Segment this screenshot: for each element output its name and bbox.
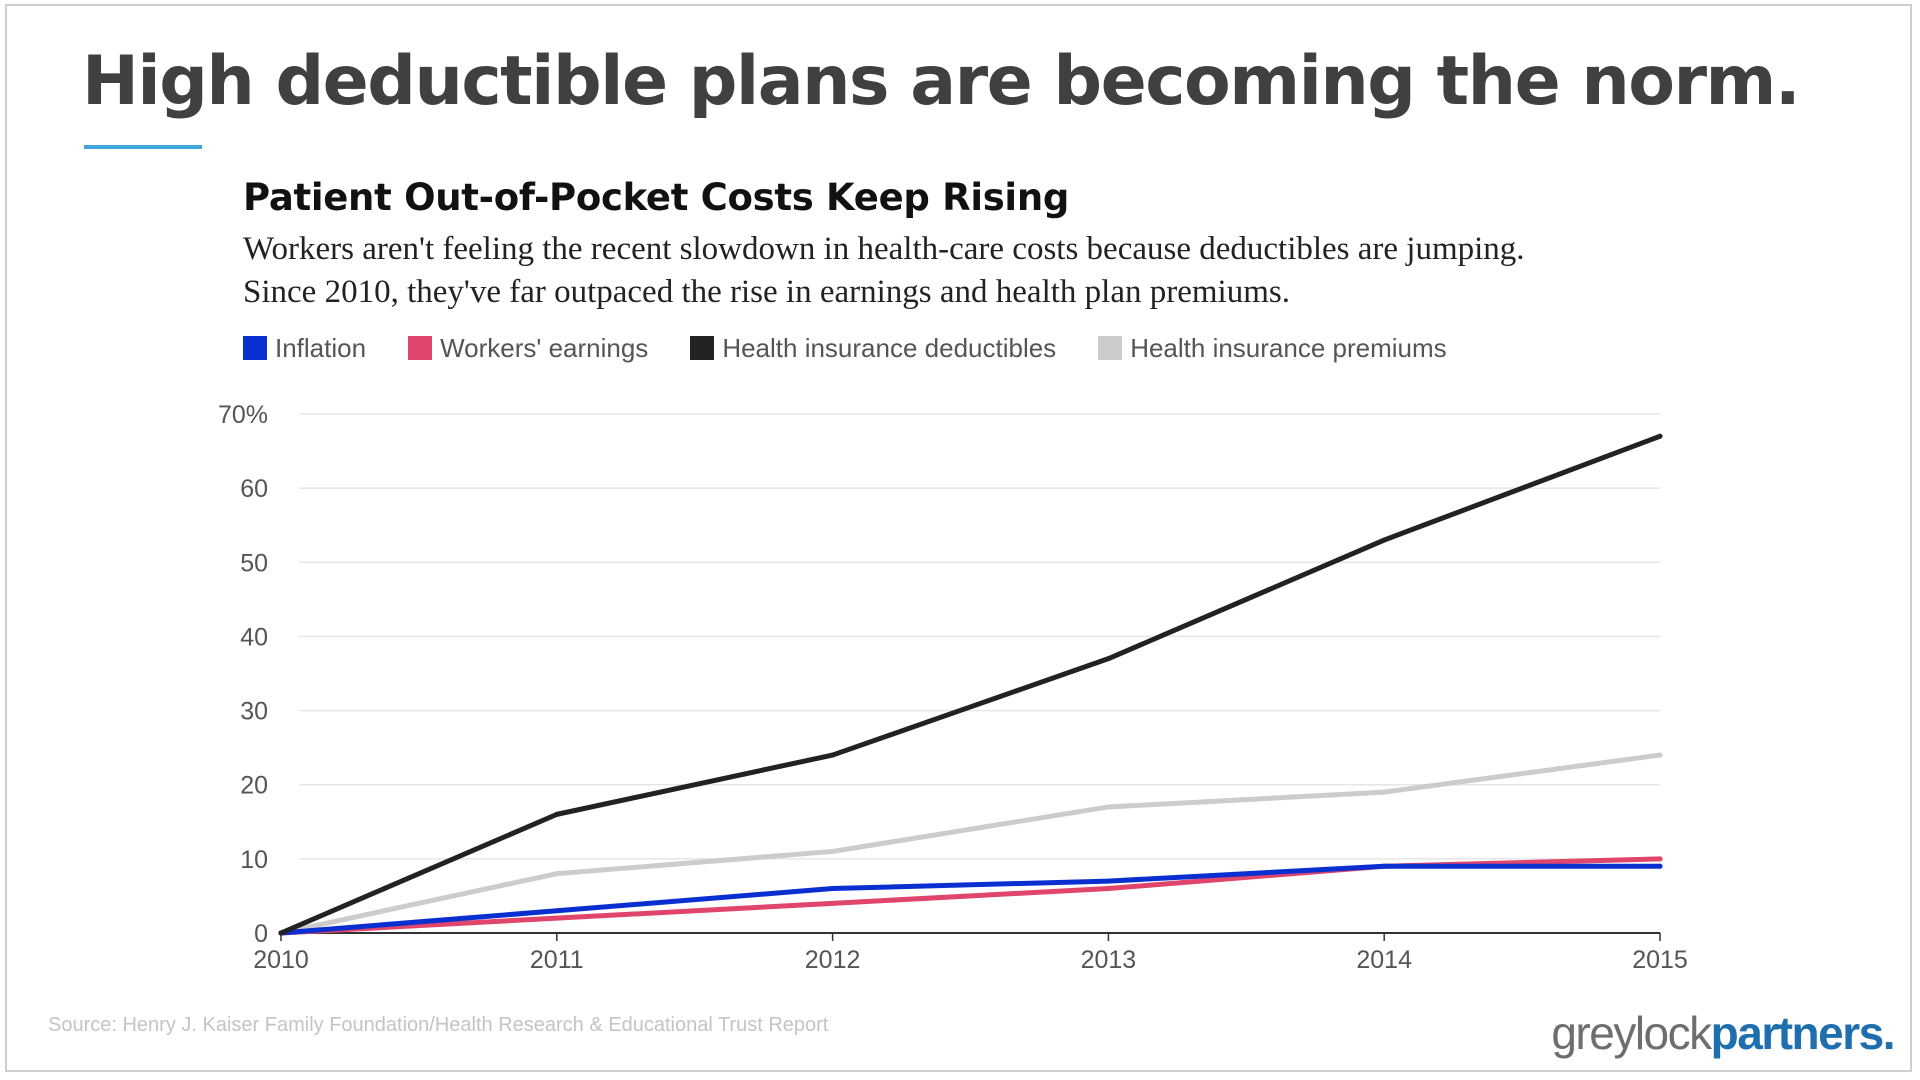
- chart-series: [278, 433, 1663, 936]
- data-point-health-insurance-premiums-2012: [830, 848, 836, 854]
- slide-title: High deductible plans are becoming the n…: [82, 42, 1801, 121]
- x-tick-label-2013: 2013: [1081, 946, 1137, 974]
- data-point-inflation-2014: [1381, 863, 1387, 869]
- data-point-workers-earnings-2012: [830, 900, 836, 906]
- legend-swatch-premiums: [1098, 336, 1123, 360]
- legend-label-deductibles: Health insurance deductibles: [722, 332, 1057, 363]
- data-point-health-insurance-premiums-2014: [1381, 789, 1387, 795]
- x-tick-label-2014: 2014: [1356, 946, 1412, 974]
- legend-label-workers-earnings: Workers' earnings: [440, 332, 649, 363]
- data-point-inflation-2013: [1105, 878, 1111, 884]
- title-underline: [84, 145, 202, 149]
- data-point-inflation-2012: [830, 886, 836, 892]
- legend-item-inflation: Inflation: [243, 333, 366, 364]
- legend-item-deductibles: Health insurance deductibles: [690, 333, 1056, 364]
- legend-item-premiums: Health insurance premiums: [1098, 332, 1447, 364]
- y-tick-label-10: 10: [240, 846, 268, 874]
- legend-item-workers-earnings: Workers' earnings: [408, 333, 648, 364]
- legend-swatch-deductibles: [690, 336, 715, 360]
- y-tick-label-30: 30: [240, 698, 268, 726]
- y-tick-label-50: 50: [240, 549, 268, 577]
- greylock-partners-logo: greylockpartners.: [1551, 1006, 1896, 1060]
- data-point-health-insurance-deductibles-2015: [1657, 433, 1663, 439]
- chart-subtitle-line-2: Since 2010, they've far outpaced the ris…: [243, 274, 1290, 310]
- data-point-workers-earnings-2011: [554, 915, 560, 921]
- x-tick-label-2011: 2011: [530, 946, 584, 974]
- data-point-health-insurance-deductibles-2010: [278, 930, 284, 936]
- x-tick-label-2010: 2010: [253, 946, 309, 974]
- data-point-health-insurance-premiums-2011: [554, 871, 560, 877]
- x-tick-label-2015: 2015: [1632, 946, 1688, 974]
- y-tick-label-60: 60: [240, 475, 268, 503]
- legend-label-premiums: Health insurance premiums: [1130, 332, 1447, 363]
- y-tick-label-70: 70%: [218, 401, 268, 429]
- chart-title: Patient Out-of-Pocket Costs Keep Rising: [243, 176, 1070, 219]
- legend-label-inflation: Inflation: [275, 332, 367, 363]
- data-point-health-insurance-deductibles-2013: [1105, 656, 1111, 662]
- logo-part-greylock: greylock: [1551, 1007, 1712, 1059]
- y-tick-label-0: 0: [254, 920, 268, 948]
- data-point-inflation-2015: [1657, 863, 1663, 869]
- legend-swatch-workers-earnings: [408, 336, 433, 360]
- chart-subtitle: Workers aren't feeling the recent slowdo…: [243, 228, 1743, 314]
- series-line-inflation: [278, 863, 1663, 936]
- series-line-health-insurance-premiums: [278, 752, 1663, 936]
- legend-swatch-inflation: [243, 336, 267, 360]
- data-point-health-insurance-premiums-2013: [1105, 804, 1111, 810]
- chart-legend: Inflation Workers' earnings Health insur…: [243, 330, 1489, 366]
- y-tick-label-20: 20: [240, 772, 268, 800]
- data-point-health-insurance-deductibles-2012: [830, 752, 836, 758]
- series-line-workers-earnings: [278, 856, 1663, 936]
- data-point-inflation-2011: [554, 908, 560, 914]
- chart-subtitle-line-1: Workers aren't feeling the recent slowdo…: [243, 231, 1525, 267]
- logo-part-partners: partners.: [1710, 1007, 1896, 1059]
- x-tick-label-2012: 2012: [805, 946, 861, 974]
- data-point-workers-earnings-2013: [1105, 886, 1111, 892]
- data-point-health-insurance-premiums-2015: [1657, 752, 1663, 758]
- series-line-health-insurance-deductibles: [278, 433, 1663, 936]
- chart-axes: [280, 932, 1661, 941]
- chart-gridlines: [299, 413, 1660, 860]
- data-point-workers-earnings-2015: [1657, 856, 1663, 862]
- slide-frame: [5, 4, 1912, 1072]
- data-point-health-insurance-deductibles-2011: [554, 811, 560, 817]
- data-point-health-insurance-deductibles-2014: [1381, 537, 1387, 543]
- chart-tick-labels: 0 10 20 30 40 50 60 70% 2010 2011 2012 2013 2014 2015: [218, 401, 1688, 974]
- source-note: Source: Henry J. Kaiser Family Foundatio…: [48, 1014, 829, 1036]
- y-tick-label-40: 40: [240, 623, 268, 651]
